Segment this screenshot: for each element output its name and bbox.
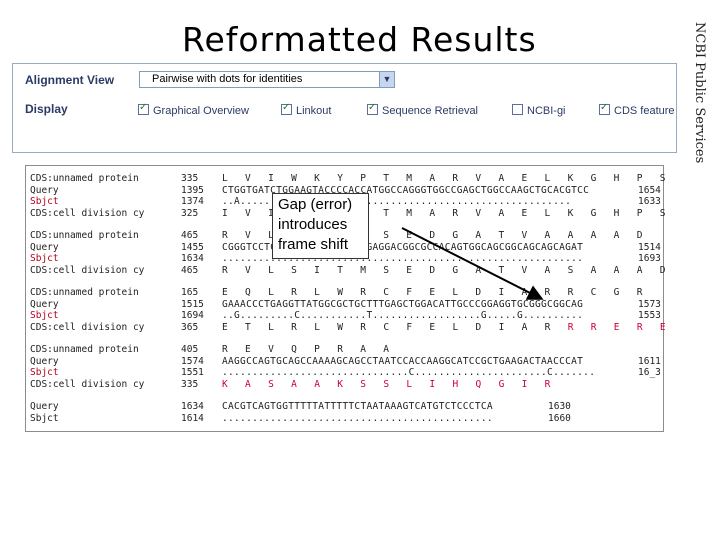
sequence-start: 465	[181, 230, 199, 241]
alignment-row: CDS:unnamed protein 405 R E V Q P R A A	[26, 344, 663, 356]
sequence-end: 1660	[548, 412, 571, 424]
alignment-row: Query 1574 AAGGCCAGTGCAGCCAAAAGCAGCCTAATCC…	[26, 356, 663, 368]
alignment-row: Query 1515 GAAACCCTGAGGTTATGGCGCTGCTTTGAGC…	[26, 299, 663, 311]
option-linkout[interactable]: Linkout	[281, 102, 331, 117]
sequence-name: Query	[30, 401, 59, 412]
sequence-name: CDS:unnamed protein	[30, 344, 139, 355]
option-cds-feature[interactable]: CDS feature	[599, 102, 675, 117]
alignment-row: Sbjct 1551...............................…	[26, 367, 663, 379]
sequence-name: CDS:cell division cy	[30, 378, 145, 390]
sequence-name: Query	[30, 298, 59, 310]
sequence-text: CTGGTGATCTGGAAGTACCCCACCATGGCCAGGGTGGCCG…	[222, 184, 590, 196]
sequence-text: ..G.........C...........T...............…	[222, 310, 584, 321]
alignment-row: CDS:unnamed protein 165 E Q L R L W R C F …	[26, 287, 663, 299]
sequence-end: 1611	[638, 355, 661, 367]
sequence-name: Query	[30, 184, 59, 196]
sequence-start: 1634	[181, 253, 204, 264]
sequence-end: 1514	[638, 241, 661, 253]
sequence-text: E T L R L W R C F E L D I A R R R E R E	[222, 321, 672, 333]
sequence-text: AAGGCCAGTGCAGCCAAAAGCAGCCTAATCCACCAAGGCA…	[222, 355, 584, 367]
display-row: Display Graphical Overview Linkout Seque…	[13, 96, 676, 124]
chevron-down-icon[interactable]: ▼	[379, 72, 394, 87]
alignment-row: CDS:cell division cy 365 E T L R L W R C F…	[26, 321, 666, 334]
alignment-view-select[interactable]: Pairwise with dots for identities ▼	[139, 71, 395, 88]
alignment-view-value: Pairwise with dots for identities	[152, 73, 303, 85]
callout-line: frame shift	[278, 236, 349, 253]
sequence-name: CDS:cell division cy	[30, 321, 145, 333]
sequence-text: R E V Q P R A A	[222, 344, 395, 355]
checkbox-icon[interactable]	[138, 102, 149, 115]
sequence-name: Query	[30, 355, 59, 367]
sequence-name: CDS:unnamed protein	[30, 287, 139, 298]
option-sequence-retrieval[interactable]: Sequence Retrieval	[367, 102, 478, 117]
option-ncbi-gi[interactable]: NCBI-gi	[512, 104, 566, 117]
alignment-row: CDS:unnamed protein 335 L V I W K Y P T M …	[26, 173, 665, 185]
sequence-end: 1553	[638, 310, 661, 321]
sequence-end: 1630	[548, 401, 571, 412]
sequence-start: 465	[181, 264, 199, 276]
alignment-view-row: Alignment View Pairwise with dots for id…	[13, 66, 676, 94]
sequence-start: 335	[181, 173, 199, 184]
alignment-view-label: Alignment View	[25, 73, 115, 87]
alignment-row: Sbjct 1694 ..G.........C...........T......…	[26, 310, 663, 322]
sequence-text: E Q L R L W R C F E L D I A R R C G R	[222, 287, 649, 298]
sequence-start: 1634	[181, 401, 204, 412]
sequence-start: 1374	[181, 196, 204, 207]
sequence-end: 16_3	[638, 367, 661, 378]
sequence-end: 1654	[638, 184, 661, 196]
sequence-start: 1395	[181, 184, 204, 196]
sequence-text: L V I W K Y P T M A R V A E L K G H P S	[222, 173, 672, 184]
sequence-name: Sbjct	[30, 196, 59, 207]
slide-title: Reformatted Results	[182, 20, 537, 59]
alignment-row: Sbjct 1374 ..A............................…	[26, 196, 663, 208]
sequence-name: CDS:cell division cy	[30, 264, 145, 276]
sequence-name: CDS:unnamed protein	[30, 173, 139, 184]
sequence-start: 1551	[181, 367, 204, 378]
svg-text:NCBI Public Services: NCBI Public Services	[692, 22, 707, 163]
sequence-text: CACGTCAGTGGTTTTTATTTTTCTAATAAAGTCATGTCTC…	[222, 401, 493, 412]
sequence-start: 365	[181, 321, 199, 333]
ncbi-side-label: NCBI Public Services	[690, 18, 714, 188]
callout-line: Gap (error)	[278, 196, 353, 213]
sequence-end: 1633	[638, 196, 661, 207]
sequence-start: 1614	[181, 412, 204, 424]
callout-line: introduces	[278, 216, 348, 233]
sequence-start: 1694	[181, 310, 204, 321]
sequence-text: GAAACCCTGAGGTTATGGCGCTGCTTTGAGCTGGACATTG…	[222, 298, 584, 310]
sequence-end: 1573	[638, 298, 661, 310]
options-panel: Alignment View Pairwise with dots for id…	[12, 63, 677, 153]
checkbox-icon[interactable]	[512, 104, 523, 115]
option-graphical-overview[interactable]: Graphical Overview	[138, 102, 249, 117]
sequence-name: Sbjct	[30, 367, 59, 378]
checkbox-icon[interactable]	[367, 102, 378, 115]
sequence-start: 165	[181, 287, 199, 298]
sequence-start: 1574	[181, 355, 204, 367]
sequence-text: R V L S I T M S E D G A T V A S A A A D	[222, 264, 672, 276]
checkbox-icon[interactable]	[599, 102, 610, 115]
alignment-row: Query 1634 CACGTCAGTGGTTTTTATTTTTCTAATAAAG…	[26, 401, 663, 413]
sequence-name: CDS:unnamed protein	[30, 230, 139, 241]
sequence-start: 325	[181, 207, 199, 219]
sequence-text: K A S A A K S S L I H Q G I R	[222, 378, 557, 390]
sequence-start: 405	[181, 344, 199, 355]
sequence-start: 1455	[181, 241, 204, 253]
sequence-text: ...............................C........…	[222, 367, 596, 378]
alignment-row: CDS:cell division cy 465 R V L S I T M S E…	[26, 264, 665, 277]
sequence-start: 1515	[181, 298, 204, 310]
alignment-row: Sbjct 1614...............................…	[26, 413, 663, 425]
sequence-name: Sbjct	[30, 310, 59, 321]
sequence-text: ........................................…	[222, 412, 493, 424]
sequence-name: Sbjct	[30, 412, 59, 424]
alignment-row: Query 1395 CTGGTGATCTGGAAGTACCCCACCATGGCCA…	[26, 185, 663, 197]
sequence-text: ..A.....................................…	[222, 196, 572, 207]
gap-callout: Gap (error) introduces frame shift	[272, 193, 369, 259]
sequence-name: Query	[30, 241, 59, 253]
alignment-row: CDS:cell division cy 335 K A S A A K S S L…	[26, 379, 663, 391]
sequence-name: CDS:cell division cy	[30, 207, 145, 219]
sequence-start: 335	[181, 378, 199, 390]
sequence-name: Sbjct	[30, 253, 59, 264]
sequence-end: 1693	[638, 253, 661, 264]
checkbox-icon[interactable]	[281, 102, 292, 115]
display-label: Display	[25, 102, 68, 116]
